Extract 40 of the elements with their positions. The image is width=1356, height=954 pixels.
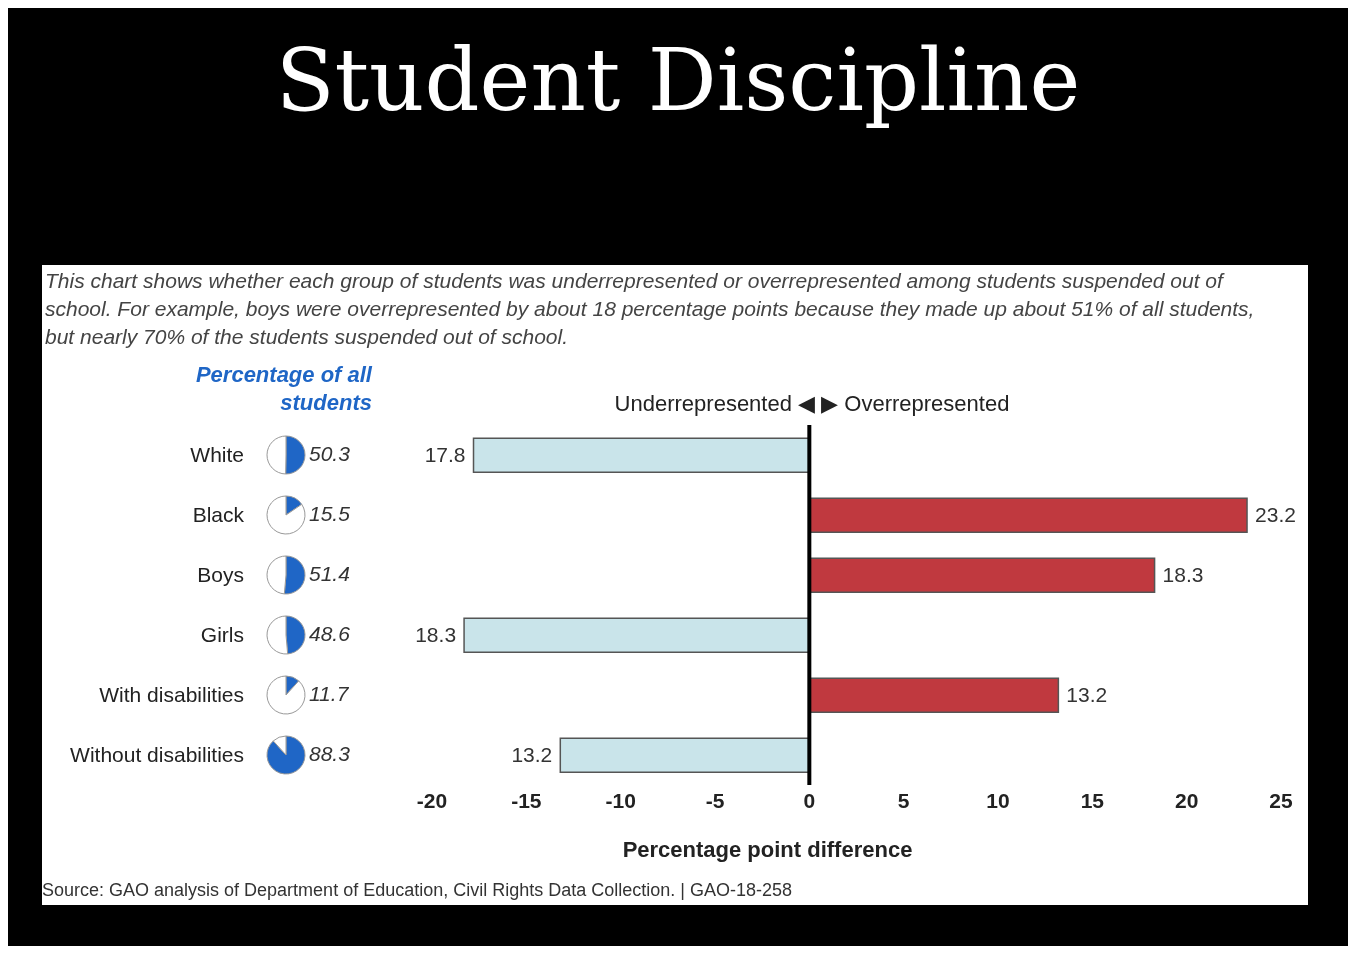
y-tick-label: Without disabilities <box>70 743 244 766</box>
source-note: Source: GAO analysis of Department of Education, Civil Rights Data Collection. | GAO-18-258 <box>42 880 793 901</box>
pie-slice <box>266 675 306 715</box>
chart-title: Student Discipline <box>274 30 1082 130</box>
x-tick-label: 20 <box>1174 788 1199 812</box>
data-label: 15.5 <box>309 502 350 526</box>
y-tick-label: Black <box>192 503 245 526</box>
text: Underrepresented ◀ ▶ Overrepresented <box>613 391 1011 417</box>
x-tick-label: -15 <box>511 788 542 812</box>
data-label: 11.7 <box>309 682 349 706</box>
x-tick-label: -5 <box>705 788 725 812</box>
y-tick-label: Girls <box>200 623 244 646</box>
text: Percentage of all students <box>194 361 372 417</box>
x-tick-label: 10 <box>986 788 1010 812</box>
data-label: 23.2 <box>1255 503 1296 527</box>
data-label: 17.8 <box>424 443 466 467</box>
x-tick-label: 0 <box>803 788 816 812</box>
x-tick-label: 15 <box>1080 788 1105 812</box>
bar <box>808 497 1248 533</box>
data-label: 51.4 <box>309 562 350 586</box>
y-tick-label: Boys <box>197 563 244 586</box>
data-label: 18.3 <box>415 623 457 647</box>
y-tick-label: With disabilities <box>99 683 244 706</box>
data-label: 13.2 <box>1066 683 1108 707</box>
data-label: 18.3 <box>1162 563 1204 587</box>
data-label: 13.2 <box>511 743 553 767</box>
x-tick-label: 5 <box>897 788 910 812</box>
x-tick-label: -20 <box>416 788 448 812</box>
data-label: 48.6 <box>309 622 350 646</box>
x-tick-label: 25 <box>1269 788 1293 812</box>
pie-slice <box>266 495 306 535</box>
bar <box>808 557 1156 593</box>
pie-slice <box>266 735 306 775</box>
chart-subtitle: This chart shows whether each group of students was underrepresented or overrepresented among students suspended out of school. For example, boys were overrepresented by about 18 percentage points because they made up about 51% of all students, but nearly 70% of the students suspended out of school. <box>45 268 1256 350</box>
data-label: 88.3 <box>309 742 350 766</box>
y-tick-label: White <box>190 443 244 466</box>
x-axis-title: Percentage point difference <box>622 837 913 862</box>
bar <box>808 677 1060 713</box>
data-label: 50.3 <box>309 442 350 466</box>
x-tick-label: -10 <box>605 788 636 812</box>
